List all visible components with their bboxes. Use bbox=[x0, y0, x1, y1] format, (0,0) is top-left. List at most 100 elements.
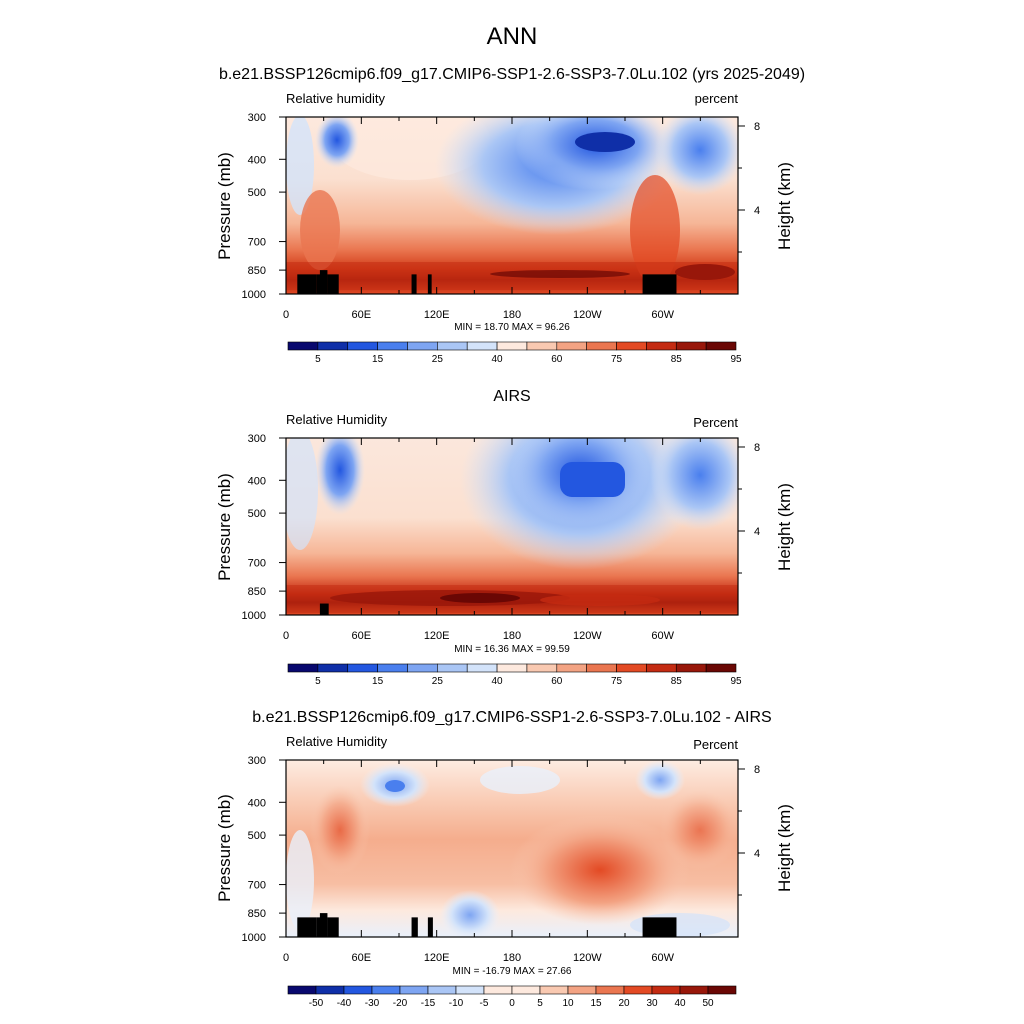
y-axis-title: Pressure (mb) bbox=[215, 152, 234, 260]
colorbar-swatch bbox=[455, 985, 485, 995]
land-mask-bar bbox=[319, 913, 328, 937]
colorbar-label: 15 bbox=[372, 354, 384, 365]
y-tick-label: 850 bbox=[248, 265, 266, 277]
colorbar-label: 15 bbox=[372, 676, 384, 687]
colorbar-swatch bbox=[407, 341, 438, 351]
stats-text: MIN = 16.36 MAX = 99.59 bbox=[454, 644, 570, 655]
colorbar-swatch bbox=[616, 663, 647, 673]
colorbar-label: 40 bbox=[492, 354, 504, 365]
colorbar-swatch bbox=[705, 663, 737, 673]
colorbar-swatch bbox=[646, 663, 677, 673]
x-tick-label: 60E bbox=[352, 309, 372, 321]
colorbar-label: -40 bbox=[337, 998, 352, 1009]
x-tick-label: 120E bbox=[424, 630, 450, 642]
panel-title: AIRS bbox=[493, 388, 530, 405]
colorbar-swatch bbox=[317, 663, 349, 673]
colorbar-label: 50 bbox=[702, 998, 714, 1009]
colorbar-swatch bbox=[675, 663, 707, 673]
colorbar-swatch bbox=[315, 985, 345, 995]
stats-text: MIN = -16.79 MAX = 27.66 bbox=[453, 966, 572, 977]
colorbar-swatch bbox=[595, 985, 625, 995]
colorbar-label: 40 bbox=[674, 998, 686, 1009]
x-tick-label: 120W bbox=[573, 952, 602, 964]
colorbar-label: -5 bbox=[480, 998, 489, 1009]
panel-difference-rh: b.e21.BSSP126cmip6.f09_g17.CMIP6-SSP1-2.… bbox=[215, 709, 794, 1009]
x-tick-label: 120E bbox=[424, 952, 450, 964]
colorbar-label: 75 bbox=[611, 354, 623, 365]
colorbar-label: 85 bbox=[671, 676, 683, 687]
y-tick-label: 300 bbox=[248, 112, 266, 124]
colorbar-swatch bbox=[347, 663, 378, 673]
contour-field bbox=[286, 438, 738, 615]
y-tick-label: 1000 bbox=[242, 610, 266, 622]
y2-tick-label: 4 bbox=[754, 205, 760, 217]
y-tick-label: 300 bbox=[248, 433, 266, 445]
y-tick-label: 700 bbox=[248, 558, 266, 570]
colorbar-label: 60 bbox=[551, 354, 563, 365]
left-label: Relative humidity bbox=[286, 91, 385, 106]
y-tick-label: 400 bbox=[248, 154, 266, 166]
land-mask-bar bbox=[642, 274, 677, 294]
colorbar-label: 10 bbox=[562, 998, 574, 1009]
land-mask-bar bbox=[297, 274, 317, 294]
y-tick-label: 850 bbox=[248, 908, 266, 920]
land-mask-bar bbox=[319, 270, 328, 294]
colorbar-swatch bbox=[287, 341, 319, 351]
colorbar-swatch bbox=[705, 341, 737, 351]
colorbar-swatch bbox=[586, 341, 617, 351]
y-tick-label: 300 bbox=[248, 755, 266, 767]
x-tick-label: 180 bbox=[503, 630, 521, 642]
colorbar-swatch bbox=[623, 985, 653, 995]
colorbar-label: 25 bbox=[432, 676, 444, 687]
land-mask-bar bbox=[642, 917, 677, 937]
y-tick-label: 700 bbox=[248, 237, 266, 249]
land-mask bbox=[319, 603, 329, 615]
colorbar-swatch bbox=[679, 985, 709, 995]
y2-tick-label: 4 bbox=[754, 848, 760, 860]
contour-field bbox=[286, 760, 738, 937]
x-tick-label: 180 bbox=[503, 309, 521, 321]
colorbar-label: 25 bbox=[432, 354, 444, 365]
colorbar-label: 30 bbox=[646, 998, 658, 1009]
colorbar-swatch bbox=[437, 341, 468, 351]
left-label: Relative Humidity bbox=[286, 412, 388, 427]
x-tick-label: 60W bbox=[651, 630, 674, 642]
colorbar-swatch bbox=[317, 341, 349, 351]
land-mask-bar bbox=[316, 917, 322, 937]
y2-tick-label: 4 bbox=[754, 526, 760, 538]
colorbar-swatch bbox=[675, 341, 707, 351]
colorbar-swatch bbox=[287, 985, 317, 995]
colorbar-label: -15 bbox=[421, 998, 436, 1009]
colorbar-label: 0 bbox=[509, 998, 515, 1009]
colorbar-swatch bbox=[526, 663, 558, 673]
colorbar-swatch bbox=[539, 985, 569, 995]
colorbar-swatch bbox=[511, 985, 541, 995]
colorbar-swatch bbox=[496, 663, 528, 673]
y-axis-title: Pressure (mb) bbox=[215, 794, 234, 902]
colorbar: 5 15 25 40 60 75 85 95 bbox=[287, 341, 742, 365]
y-tick-label: 700 bbox=[248, 880, 266, 892]
colorbar-swatch bbox=[466, 341, 498, 351]
colorbar-swatch bbox=[586, 663, 617, 673]
colorbar-swatch bbox=[407, 663, 438, 673]
land-mask bbox=[297, 913, 677, 937]
colorbar-swatch bbox=[526, 341, 558, 351]
y-tick-label: 850 bbox=[248, 586, 266, 598]
colorbar-swatch bbox=[427, 985, 457, 995]
stats-text: MIN = 18.70 MAX = 96.26 bbox=[454, 322, 570, 333]
colorbar-swatch bbox=[371, 985, 401, 995]
colorbar-swatch bbox=[437, 663, 468, 673]
colorbar-swatch bbox=[496, 341, 528, 351]
y-tick-label: 500 bbox=[248, 830, 266, 842]
land-mask-bar bbox=[427, 274, 432, 294]
x-tick-label: 60W bbox=[651, 952, 674, 964]
y2-tick-label: 8 bbox=[754, 764, 760, 776]
axis-ticks: 0 60E 120E 180 120W 60W 300 400 500 700 850 1000 8 4 bbox=[242, 755, 761, 964]
axis-ticks: 0 60E 120E 180 120W 60W 300 400 500 700 850 1000 8 4 bbox=[242, 433, 761, 642]
colorbar-label: 40 bbox=[492, 676, 504, 687]
colorbar-swatch bbox=[567, 985, 597, 995]
figure-subtitle: b.e21.BSSP126cmip6.f09_g17.CMIP6-SSP1-2.… bbox=[219, 66, 805, 83]
y2-tick-label: 8 bbox=[754, 442, 760, 454]
colorbar-swatch bbox=[616, 341, 647, 351]
